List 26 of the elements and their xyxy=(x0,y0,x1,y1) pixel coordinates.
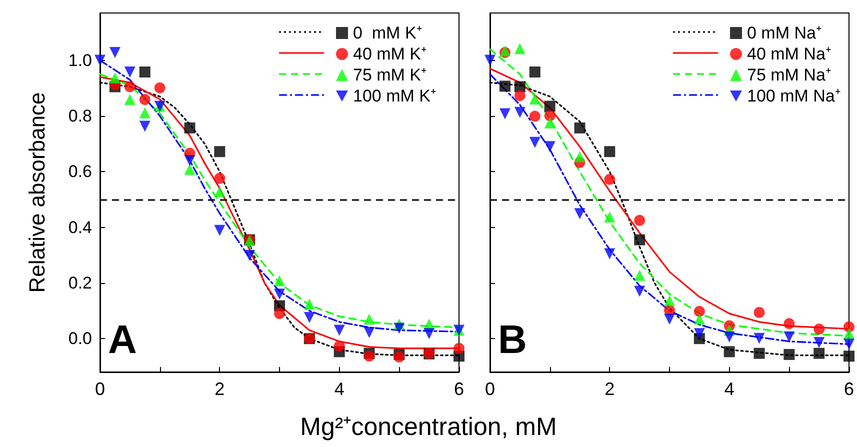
x-tick-label: 6 xyxy=(454,379,464,399)
x-tick-label: 6 xyxy=(844,379,854,399)
legend-label: 75 mM K⁺ xyxy=(353,66,428,84)
x-tick-label: 2 xyxy=(604,379,615,399)
y-tick-label: 0.0 xyxy=(68,329,92,348)
x-tick-label: 4 xyxy=(334,379,344,399)
y-axis-title: Relative absorbance xyxy=(24,92,50,293)
x-tick-label: 0 xyxy=(484,379,496,399)
y-tick-label: 1.0 xyxy=(68,50,92,70)
legend-label: 0 mM Na⁺ xyxy=(747,24,822,42)
legend-label: 100 mM Na⁺ xyxy=(747,86,841,106)
annotation: B xyxy=(498,318,527,362)
x-tick-label: 0 xyxy=(94,379,106,399)
x-tick-label: 4 xyxy=(724,379,734,399)
x-axis-title: Mg²⁺concentration, mM xyxy=(299,412,558,442)
legend-label: 40 mM Na⁺ xyxy=(747,44,832,64)
y-tick-label: 0.4 xyxy=(68,218,92,237)
legend-label: 100 mM K⁺ xyxy=(353,86,436,106)
y-tick-label: 0.2 xyxy=(68,273,92,292)
x-tick-label: 2 xyxy=(214,379,225,399)
legend-label: 0 mM K⁺ xyxy=(353,24,422,42)
legend-label: 75 mM Na⁺ xyxy=(747,66,832,84)
y-tick-label: 0.8 xyxy=(68,106,92,126)
y-tick-label: 0.6 xyxy=(68,162,92,182)
legend-label: 40 mM K⁺ xyxy=(353,44,428,64)
annotation: A xyxy=(108,318,137,362)
